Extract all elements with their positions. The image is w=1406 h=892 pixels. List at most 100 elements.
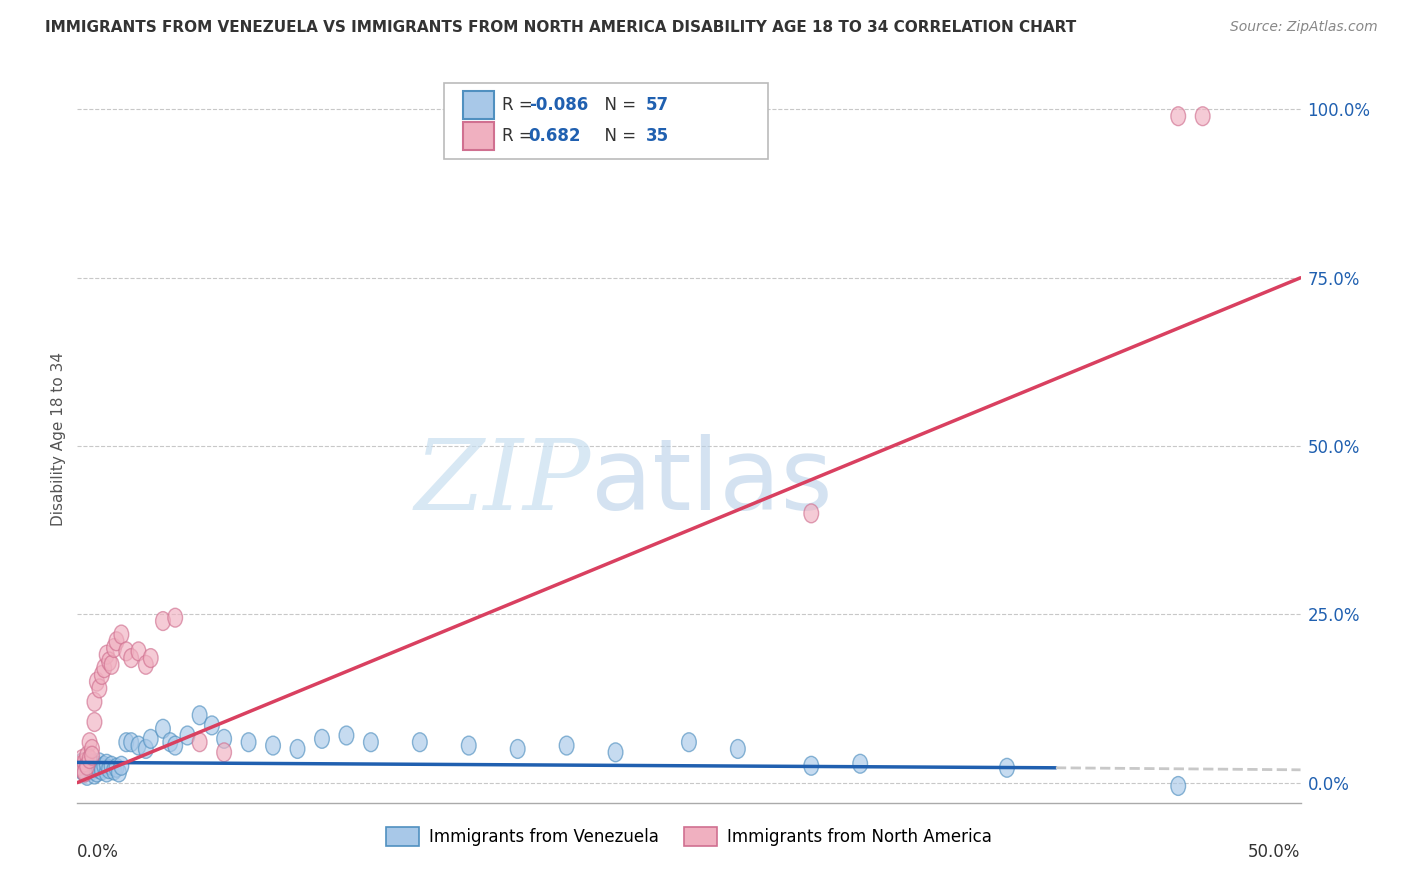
Ellipse shape xyxy=(80,756,94,775)
Text: 0.682: 0.682 xyxy=(529,128,581,145)
Text: 35: 35 xyxy=(647,128,669,145)
Ellipse shape xyxy=(510,739,524,758)
Ellipse shape xyxy=(167,736,183,755)
Text: atlas: atlas xyxy=(591,434,832,532)
Text: R =: R = xyxy=(502,128,537,145)
Ellipse shape xyxy=(266,736,280,755)
Ellipse shape xyxy=(82,760,97,779)
Text: N =: N = xyxy=(593,128,641,145)
Ellipse shape xyxy=(80,747,94,765)
FancyBboxPatch shape xyxy=(463,91,495,119)
Ellipse shape xyxy=(94,665,110,684)
Ellipse shape xyxy=(461,736,477,755)
Text: -0.086: -0.086 xyxy=(529,96,588,114)
Ellipse shape xyxy=(107,639,121,657)
Ellipse shape xyxy=(75,760,90,779)
Ellipse shape xyxy=(84,755,100,773)
Text: 57: 57 xyxy=(647,96,669,114)
Ellipse shape xyxy=(75,753,90,772)
Ellipse shape xyxy=(84,747,100,765)
Ellipse shape xyxy=(75,761,90,780)
Ellipse shape xyxy=(1171,777,1185,796)
Ellipse shape xyxy=(73,756,87,775)
Ellipse shape xyxy=(131,642,146,661)
Ellipse shape xyxy=(80,766,94,785)
Ellipse shape xyxy=(120,642,134,661)
Text: ZIP: ZIP xyxy=(415,435,591,531)
Ellipse shape xyxy=(101,760,117,779)
Ellipse shape xyxy=(143,648,157,667)
Ellipse shape xyxy=(110,632,124,650)
Ellipse shape xyxy=(193,706,207,724)
Ellipse shape xyxy=(167,608,183,627)
Ellipse shape xyxy=(73,756,87,775)
Ellipse shape xyxy=(84,739,100,758)
Ellipse shape xyxy=(1171,107,1185,126)
Text: 50.0%: 50.0% xyxy=(1249,843,1301,861)
Ellipse shape xyxy=(193,733,207,752)
Ellipse shape xyxy=(131,736,146,755)
Ellipse shape xyxy=(107,761,121,780)
Ellipse shape xyxy=(100,645,114,665)
Ellipse shape xyxy=(364,733,378,752)
Ellipse shape xyxy=(87,692,101,711)
Text: IMMIGRANTS FROM VENEZUELA VS IMMIGRANTS FROM NORTH AMERICA DISABILITY AGE 18 TO : IMMIGRANTS FROM VENEZUELA VS IMMIGRANTS … xyxy=(45,20,1076,35)
Ellipse shape xyxy=(77,758,91,777)
Ellipse shape xyxy=(804,504,818,523)
FancyBboxPatch shape xyxy=(463,122,495,150)
Ellipse shape xyxy=(156,612,170,631)
Ellipse shape xyxy=(290,739,305,758)
Ellipse shape xyxy=(412,733,427,752)
Ellipse shape xyxy=(163,733,177,752)
Ellipse shape xyxy=(104,656,120,674)
Text: 0.0%: 0.0% xyxy=(77,843,120,861)
Ellipse shape xyxy=(77,753,91,772)
Ellipse shape xyxy=(217,743,232,762)
Ellipse shape xyxy=(91,679,107,698)
Ellipse shape xyxy=(180,726,195,745)
Ellipse shape xyxy=(91,760,107,779)
Ellipse shape xyxy=(94,761,110,780)
Ellipse shape xyxy=(138,656,153,674)
Ellipse shape xyxy=(120,733,134,752)
Ellipse shape xyxy=(101,652,117,671)
Ellipse shape xyxy=(204,716,219,735)
Ellipse shape xyxy=(90,763,104,782)
Ellipse shape xyxy=(90,673,104,691)
Ellipse shape xyxy=(315,730,329,748)
Ellipse shape xyxy=(82,749,97,769)
Ellipse shape xyxy=(110,758,124,777)
Ellipse shape xyxy=(114,756,129,775)
Ellipse shape xyxy=(242,733,256,752)
Ellipse shape xyxy=(100,755,114,773)
Y-axis label: Disability Age 18 to 34: Disability Age 18 to 34 xyxy=(51,352,66,526)
Ellipse shape xyxy=(804,756,818,775)
Legend: Immigrants from Venezuela, Immigrants from North America: Immigrants from Venezuela, Immigrants fr… xyxy=(380,820,998,853)
Ellipse shape xyxy=(1000,758,1014,777)
Ellipse shape xyxy=(853,755,868,773)
Ellipse shape xyxy=(217,730,232,748)
Ellipse shape xyxy=(87,765,101,784)
Ellipse shape xyxy=(94,758,110,777)
Ellipse shape xyxy=(97,756,111,775)
Ellipse shape xyxy=(1195,107,1211,126)
Ellipse shape xyxy=(75,749,90,769)
Ellipse shape xyxy=(609,743,623,762)
Ellipse shape xyxy=(143,730,157,748)
Ellipse shape xyxy=(104,756,120,775)
Ellipse shape xyxy=(111,763,127,782)
Text: Source: ZipAtlas.com: Source: ZipAtlas.com xyxy=(1230,20,1378,34)
Ellipse shape xyxy=(91,753,107,772)
Ellipse shape xyxy=(114,625,129,644)
Ellipse shape xyxy=(97,659,111,678)
Ellipse shape xyxy=(682,733,696,752)
Ellipse shape xyxy=(82,753,97,772)
Ellipse shape xyxy=(339,726,354,745)
Ellipse shape xyxy=(100,763,114,782)
Text: R =: R = xyxy=(502,96,537,114)
Ellipse shape xyxy=(124,648,138,667)
Ellipse shape xyxy=(731,739,745,758)
Ellipse shape xyxy=(82,733,97,752)
Ellipse shape xyxy=(138,739,153,758)
Ellipse shape xyxy=(156,719,170,739)
